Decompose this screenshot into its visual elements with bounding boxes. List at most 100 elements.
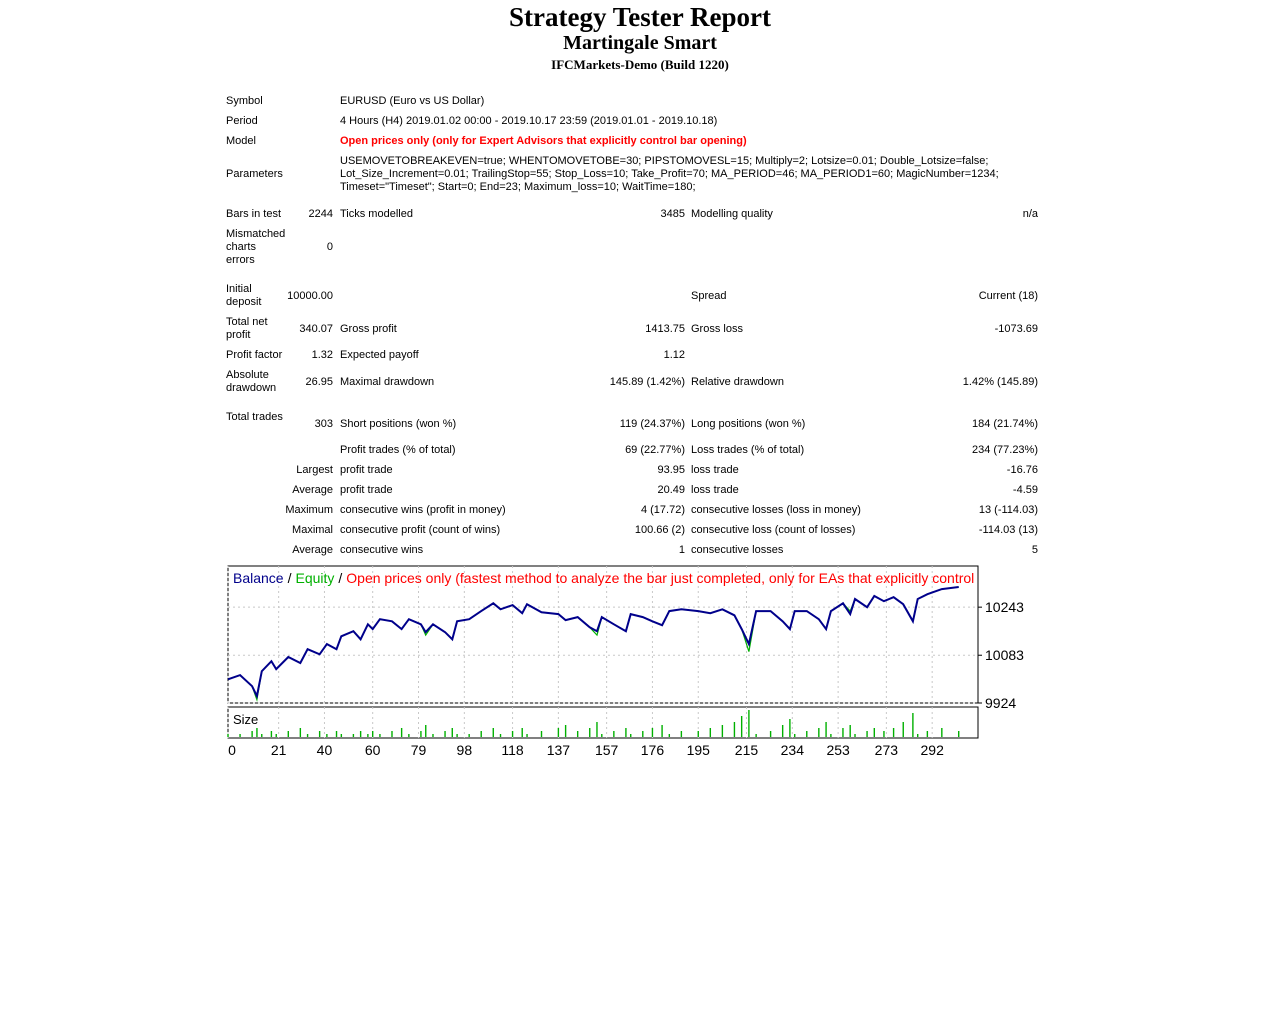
server-name: IFCMarkets-Demo (Build 1220) [551, 57, 729, 72]
stat-label: Total trades [226, 411, 283, 423]
size-label: Size [233, 712, 258, 727]
stat-label: Relative drawdown [691, 375, 784, 388]
stat-label: loss trade [691, 464, 739, 476]
size-bar [451, 728, 453, 737]
size-bar [625, 728, 627, 737]
size-bar [825, 722, 827, 737]
row-label: Model [226, 135, 256, 147]
size-bar [781, 725, 784, 737]
size-bar [318, 731, 321, 737]
stat-value: 100.66 (2) [634, 524, 685, 536]
size-bar [926, 731, 929, 737]
stat-value: -16.76 [1006, 464, 1038, 476]
stat-value: 1 [678, 544, 685, 556]
size-bar [789, 719, 791, 737]
size-bar [239, 734, 241, 737]
stat-value: 5 [1031, 544, 1038, 556]
x-tick-label: 253 [826, 742, 850, 758]
size-bar [883, 731, 885, 737]
stat-value: 1413.75 [645, 322, 685, 335]
size-bar [842, 728, 844, 737]
size-bar [480, 731, 482, 737]
stat-value: 1.12 [663, 349, 685, 361]
stat-value: n/a [1022, 208, 1038, 220]
stat-value: 119 (24.37%) [619, 417, 685, 430]
stat-value: 13 (-114.03) [978, 504, 1038, 516]
stat-value: -1073.69 [994, 322, 1038, 335]
stat-label: Gross loss [691, 322, 743, 335]
parameter-line: USEMOVETOBREAKEVEN=true; WHENTOMOVETOBE=… [340, 155, 989, 167]
size-bar [651, 728, 654, 737]
size-bar [251, 731, 253, 737]
y-tick-label: 10243 [985, 599, 1024, 615]
size-bar [540, 731, 543, 737]
stat-label: Initial deposit [226, 283, 262, 308]
plot-frame [227, 565, 979, 704]
size-bar [335, 731, 338, 737]
size-bar [589, 728, 591, 737]
size-bar [661, 725, 663, 737]
size-bar [740, 716, 743, 737]
size-bar [425, 725, 427, 737]
stat-label: Bars in test [226, 208, 282, 220]
size-bar [299, 728, 302, 737]
stat-value: Largest [296, 464, 333, 476]
size-bar [912, 713, 914, 737]
stat-value: Average [292, 544, 333, 556]
stat-label: Modelling quality [691, 208, 773, 220]
size-bar [601, 734, 603, 737]
stat-value: 234 (77.23%) [971, 444, 1038, 456]
stat-value: 4 (17.72) [640, 504, 685, 516]
y-tick-label: 10083 [985, 647, 1024, 663]
size-bar [818, 728, 820, 737]
x-tick-label: 176 [641, 742, 665, 758]
size-bar [709, 728, 712, 737]
size-bar [256, 728, 258, 737]
stat-value: -114.03 (13) [978, 524, 1038, 536]
legend-note: Open prices only (fastest method to anal… [346, 570, 986, 586]
stat-label: consecutive wins (profit in money) [340, 504, 506, 516]
x-tick-label: 195 [687, 742, 711, 758]
x-tick-label: 234 [781, 742, 805, 758]
stat-value: 3485 [660, 208, 685, 220]
size-bar [227, 734, 229, 737]
size-bar [849, 725, 851, 737]
size-bar [806, 731, 808, 737]
size-bar [371, 731, 374, 737]
x-tick-label: 21 [271, 742, 287, 758]
size-bar [367, 734, 369, 737]
equity-line [228, 586, 959, 703]
size-bar [854, 734, 856, 737]
size-bar [420, 731, 422, 737]
x-tick-label: 60 [365, 742, 381, 758]
balance-line [228, 586, 959, 700]
stat-value: 303 [314, 417, 333, 430]
row-value: Open prices only (only for Expert Adviso… [340, 135, 747, 147]
size-bar [400, 728, 403, 737]
row-label: Parameters [226, 168, 283, 180]
size-bar [432, 734, 434, 737]
x-tick-label: 0 [228, 742, 236, 758]
size-bar [326, 734, 328, 737]
size-bar [613, 731, 615, 737]
size-bar [941, 728, 943, 737]
stat-value: 0 [326, 241, 333, 253]
stat-label: Total net profit [226, 316, 268, 341]
x-tick-label: 215 [735, 742, 759, 758]
stat-value: Maximal [292, 524, 333, 536]
stat-value: Maximum [285, 504, 333, 516]
expert-name: Martingale Smart [563, 32, 717, 54]
stat-value: 93.95 [657, 464, 685, 476]
stat-label: Profit trades (% of total) [340, 444, 456, 456]
size-bar [755, 734, 757, 737]
x-tick-label: 79 [411, 742, 427, 758]
stat-label: Loss trades (% of total) [691, 444, 805, 456]
legend-separator: / [288, 570, 292, 586]
stat-value: 26.95 [305, 375, 333, 388]
stat-value: 20.49 [657, 484, 685, 496]
size-bar [352, 734, 355, 737]
size-bar [917, 734, 919, 737]
stat-label: Maximal drawdown [340, 375, 435, 388]
size-bar [456, 734, 458, 737]
stat-label: Long positions (won %) [691, 417, 806, 430]
